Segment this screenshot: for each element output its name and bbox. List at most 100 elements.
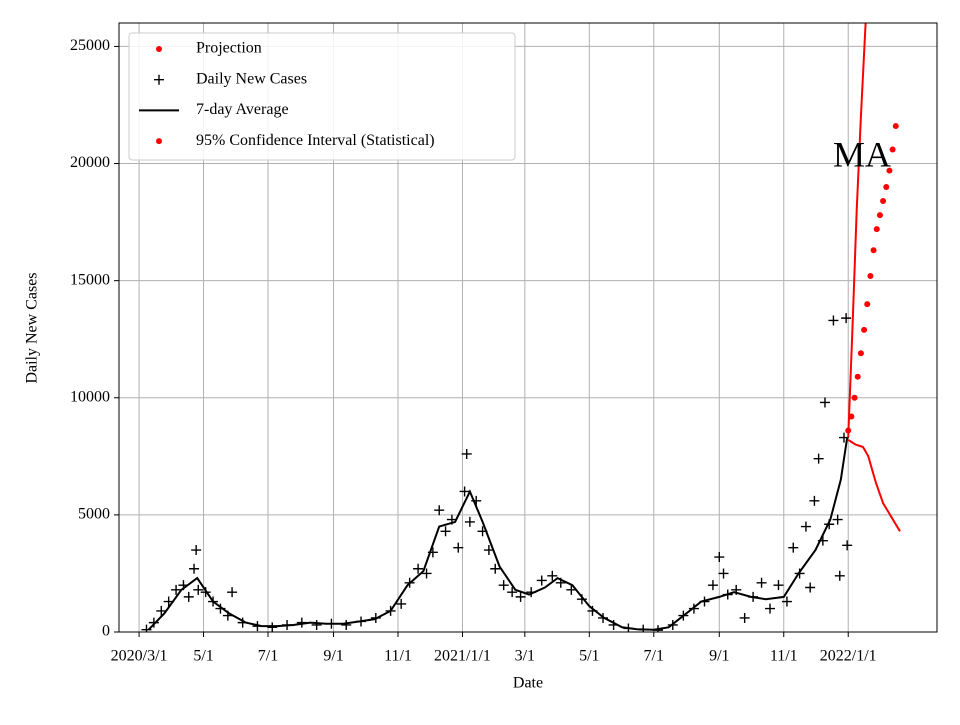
projection-point bbox=[889, 146, 896, 153]
plus-marker bbox=[756, 577, 767, 588]
plus-marker bbox=[515, 591, 526, 602]
x-tick-label: 2021/1/1 bbox=[434, 648, 491, 665]
projection-point bbox=[880, 198, 887, 205]
plus-marker bbox=[638, 624, 649, 632]
plus-marker bbox=[471, 495, 482, 506]
plus-marker bbox=[652, 625, 663, 632]
legend-label: Projection bbox=[196, 40, 262, 57]
projection-point bbox=[867, 272, 874, 279]
plus-marker bbox=[824, 519, 835, 530]
plus-marker bbox=[311, 619, 322, 630]
plus-marker bbox=[841, 313, 852, 324]
plus-marker bbox=[773, 580, 784, 591]
plus-marker bbox=[739, 612, 750, 623]
plus-marker bbox=[141, 624, 152, 632]
plus-marker bbox=[718, 568, 729, 579]
projection-point bbox=[892, 123, 899, 130]
plus-marker bbox=[215, 603, 226, 614]
plus-marker bbox=[608, 619, 619, 630]
plus-marker bbox=[440, 526, 451, 537]
plus-marker bbox=[477, 526, 488, 537]
y-tick-label: 5000 bbox=[78, 506, 110, 523]
plus-marker bbox=[237, 617, 248, 628]
plus-marker bbox=[156, 605, 167, 616]
plus-marker bbox=[483, 545, 494, 556]
y-tick-label: 20000 bbox=[70, 154, 110, 171]
plus-marker bbox=[498, 580, 509, 591]
x-tick-label: 5/1 bbox=[193, 648, 213, 665]
plus-marker bbox=[547, 570, 558, 581]
plus-marker bbox=[688, 603, 699, 614]
legend-box bbox=[128, 32, 516, 161]
plus-marker bbox=[459, 486, 470, 497]
x-tick-label: 11/1 bbox=[770, 648, 798, 665]
y-tick-label: 0 bbox=[102, 623, 110, 640]
x-axis-label: Date bbox=[513, 675, 543, 692]
plus-marker bbox=[341, 619, 352, 630]
plus-marker bbox=[370, 612, 381, 623]
x-tick-label: 7/1 bbox=[644, 648, 664, 665]
plus-marker bbox=[598, 612, 609, 623]
plus-marker bbox=[667, 619, 678, 630]
plus-marker bbox=[507, 587, 518, 598]
y-tick-label: 10000 bbox=[70, 388, 110, 405]
x-tick-label: 2022/1/1 bbox=[820, 648, 877, 665]
plus-marker bbox=[828, 315, 839, 326]
plus-marker bbox=[464, 516, 475, 527]
plus-marker bbox=[421, 568, 432, 579]
plus-marker bbox=[178, 580, 189, 591]
x-tick-label: 11/1 bbox=[384, 648, 412, 665]
ci-lower-line bbox=[847, 439, 901, 532]
plus-marker bbox=[788, 542, 799, 553]
plus-marker bbox=[555, 577, 566, 588]
annotation: MA bbox=[833, 134, 891, 174]
plus-marker bbox=[490, 563, 501, 574]
plus-marker bbox=[148, 617, 159, 628]
plus-marker bbox=[699, 596, 710, 607]
plus-marker bbox=[819, 397, 830, 408]
plus-marker bbox=[678, 610, 689, 621]
plus-marker bbox=[809, 495, 820, 506]
plus-marker bbox=[191, 545, 202, 556]
plus-marker bbox=[227, 587, 238, 598]
y-axis-label: Daily New Cases bbox=[24, 272, 41, 383]
projection-point bbox=[848, 413, 855, 420]
projection-point bbox=[854, 373, 861, 380]
average-line bbox=[147, 437, 849, 631]
projection-point bbox=[864, 301, 871, 308]
projection-point bbox=[861, 326, 868, 333]
projection-point bbox=[870, 247, 877, 254]
ticks: 2020/3/1 5/1 7/1 9/1 11/1 2021/1/1 3/1 5/1 7/1 9/… bbox=[70, 37, 877, 665]
plus-marker bbox=[193, 584, 204, 595]
legend-label: 7-day Average bbox=[196, 101, 289, 118]
plus-marker bbox=[413, 563, 424, 574]
plus-marker bbox=[748, 591, 759, 602]
plus-marker bbox=[707, 580, 718, 591]
plus-marker bbox=[296, 617, 307, 628]
plus-marker bbox=[832, 514, 843, 525]
plus-marker bbox=[208, 596, 219, 607]
plus-marker bbox=[576, 594, 587, 605]
projection-point bbox=[883, 183, 890, 190]
plus-marker bbox=[842, 540, 853, 551]
plus-marker bbox=[813, 453, 824, 464]
plus-marker bbox=[404, 577, 415, 588]
plus-marker bbox=[427, 547, 438, 558]
x-tick-label: 3/1 bbox=[515, 648, 535, 665]
x-tick-label: 7/1 bbox=[258, 648, 278, 665]
y-tick-label: 15000 bbox=[70, 271, 110, 288]
plus-marker bbox=[154, 74, 164, 85]
plus-marker bbox=[396, 598, 407, 609]
projection-point bbox=[851, 394, 858, 401]
x-tick-label: 2020/3/1 bbox=[111, 648, 168, 665]
legend-swatch bbox=[156, 46, 162, 52]
plus-marker bbox=[731, 584, 742, 595]
x-tick-label: 5/1 bbox=[579, 648, 599, 665]
plus-marker bbox=[536, 575, 547, 586]
plus-marker bbox=[267, 622, 278, 632]
plus-marker bbox=[817, 535, 828, 546]
plus-marker bbox=[385, 605, 396, 616]
legend-label: Daily New Cases bbox=[196, 70, 307, 87]
plus-marker bbox=[526, 587, 537, 598]
